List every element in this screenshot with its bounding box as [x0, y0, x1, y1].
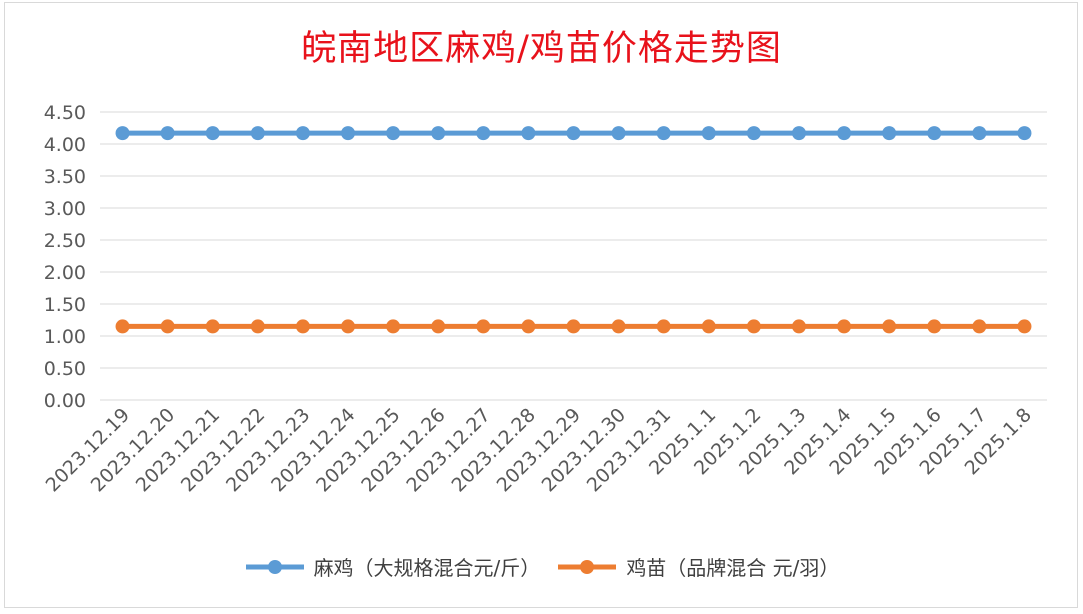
data-point-series-1	[791, 126, 806, 141]
legend-marker-series-1	[245, 559, 304, 574]
data-point-series-2	[791, 319, 806, 334]
data-point-series-1	[746, 126, 761, 141]
legend-label-series-2: 鸡苗（品牌混合 元/羽）	[626, 556, 840, 580]
data-point-series-1	[386, 126, 401, 141]
data-point-series-2	[927, 319, 942, 334]
data-point-series-1	[972, 126, 987, 141]
chart-title: 皖南地区麻鸡/鸡苗价格走势图	[301, 29, 782, 69]
legend-item-series-1: 麻鸡（大规格混合元/斤）	[244, 552, 541, 581]
data-point-series-2	[431, 319, 446, 334]
data-point-series-1	[927, 126, 942, 141]
data-point-series-1	[115, 126, 130, 141]
data-point-series-1	[521, 126, 536, 141]
data-point-series-2	[250, 319, 265, 334]
y-tick-label: 2.00	[44, 262, 86, 284]
y-tick-label: 4.00	[44, 134, 86, 156]
data-point-series-2	[160, 319, 175, 334]
data-point-series-1	[295, 126, 310, 141]
data-point-series-2	[115, 319, 130, 334]
data-point-series-1	[431, 126, 446, 141]
data-point-series-1	[160, 126, 175, 141]
data-point-series-2	[656, 319, 671, 334]
data-point-series-2	[386, 319, 401, 334]
chart-frame	[4, 2, 1078, 608]
data-point-series-1	[250, 126, 265, 141]
y-tick-label: 0.00	[44, 390, 86, 412]
data-point-series-1	[882, 126, 897, 141]
data-point-series-1	[1017, 126, 1032, 141]
y-tick-label: 2.50	[44, 230, 86, 252]
data-point-series-2	[611, 319, 626, 334]
data-point-series-2	[521, 319, 536, 334]
y-tick-label: 0.50	[44, 358, 86, 380]
data-point-series-2	[972, 319, 987, 334]
data-point-series-2	[1017, 319, 1032, 334]
data-point-series-2	[476, 319, 491, 334]
y-tick-label: 3.00	[44, 198, 86, 220]
y-tick-label: 4.50	[44, 102, 86, 124]
data-point-series-2	[746, 319, 761, 334]
data-point-series-1	[611, 126, 626, 141]
y-tick-label: 1.00	[44, 326, 86, 348]
data-point-series-2	[295, 319, 310, 334]
data-point-series-1	[476, 126, 491, 141]
legend-item-series-2: 鸡苗（品牌混合 元/羽）	[556, 552, 839, 581]
data-point-series-1	[205, 126, 220, 141]
data-point-series-2	[341, 319, 356, 334]
data-point-series-2	[566, 319, 581, 334]
data-point-series-1	[837, 126, 852, 141]
legend-marker-series-2	[558, 559, 617, 574]
data-point-series-2	[837, 319, 852, 334]
data-point-series-1	[701, 126, 716, 141]
legend: 麻鸡（大规格混合元/斤） 鸡苗（品牌混合 元/羽）	[0, 552, 1083, 581]
data-point-series-1	[341, 126, 356, 141]
data-point-series-2	[882, 319, 897, 334]
data-point-series-1	[656, 126, 671, 141]
data-point-series-1	[566, 126, 581, 141]
legend-label-series-1: 麻鸡（大规格混合元/斤）	[313, 556, 541, 580]
data-point-series-2	[701, 319, 716, 334]
data-point-series-2	[205, 319, 220, 334]
y-tick-label: 3.50	[44, 166, 86, 188]
y-tick-label: 1.50	[44, 294, 86, 316]
